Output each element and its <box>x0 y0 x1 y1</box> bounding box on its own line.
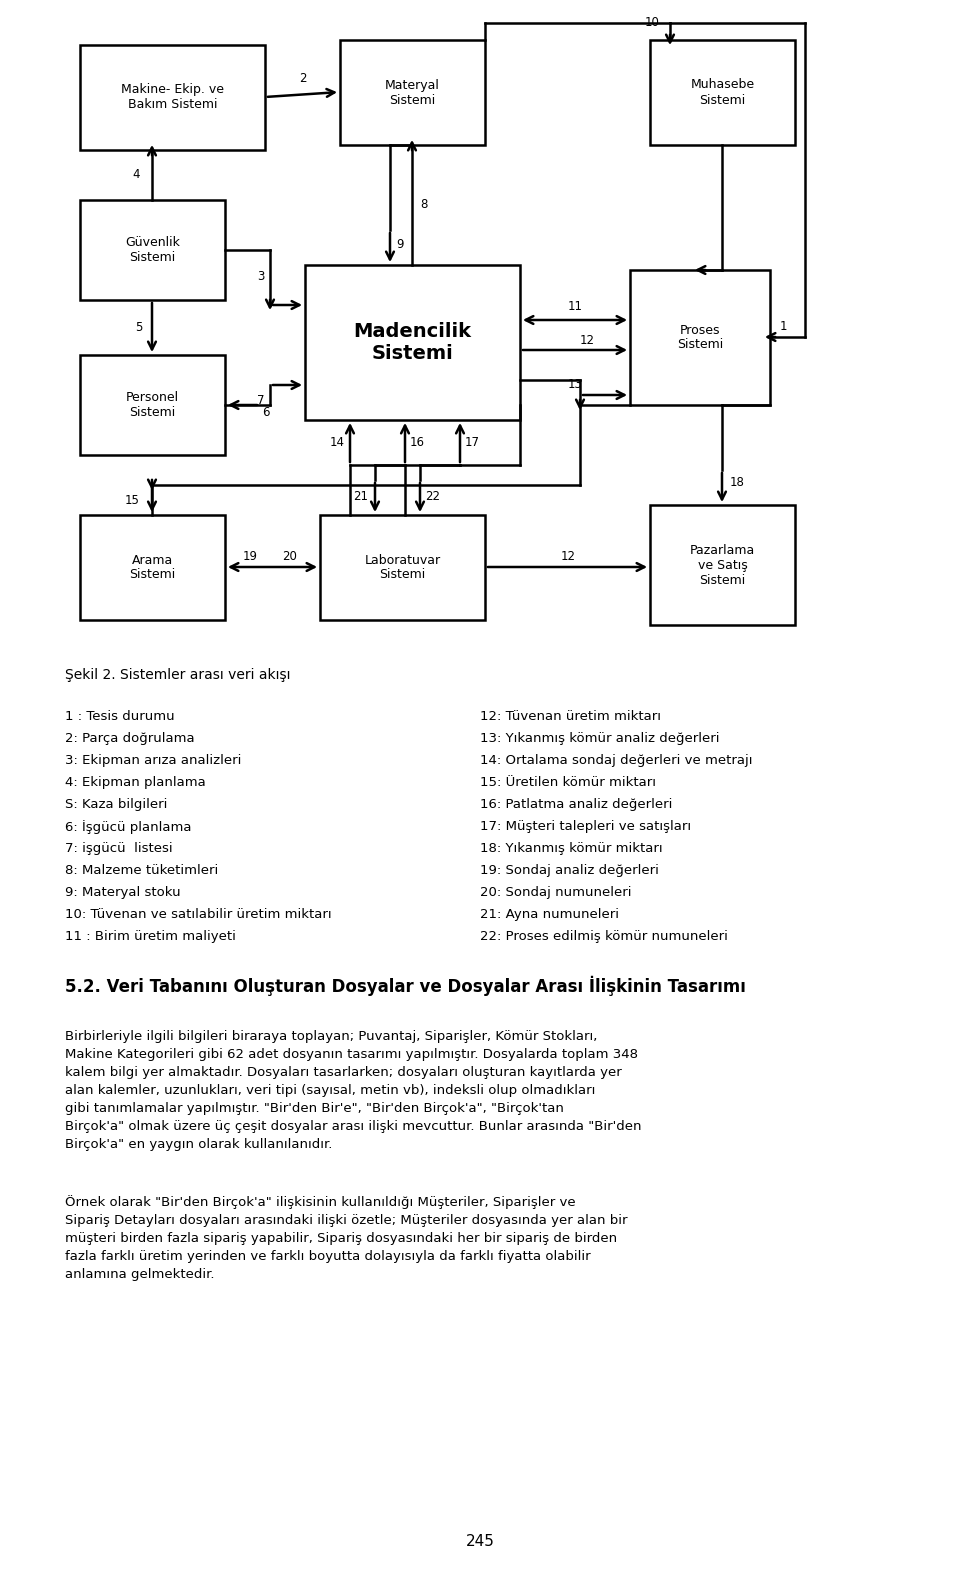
Text: 17: 17 <box>465 436 480 450</box>
Text: 245: 245 <box>466 1535 494 1549</box>
Text: 19: Sondaj analiz değerleri: 19: Sondaj analiz değerleri <box>480 864 659 876</box>
Text: Madencilik
Sistemi: Madencilik Sistemi <box>353 322 471 363</box>
Text: 11: 11 <box>567 300 583 314</box>
Text: 10: 10 <box>645 16 660 30</box>
Text: 7: işgücü  listesi: 7: işgücü listesi <box>65 842 173 854</box>
Text: 20: 20 <box>282 551 298 564</box>
Text: Şekil 2. Sistemler arası veri akışı: Şekil 2. Sistemler arası veri akışı <box>65 668 291 682</box>
Text: S: Kaza bilgileri: S: Kaza bilgileri <box>65 797 167 812</box>
Bar <box>650 505 795 625</box>
Bar <box>650 39 795 145</box>
Text: 9: Materyal stoku: 9: Materyal stoku <box>65 886 180 898</box>
Text: 2: 2 <box>299 73 306 85</box>
Text: Birbirleriyle ilgili bilgileri biraraya toplayan; Puvantaj, Siparişler, Kömür St: Birbirleriyle ilgili bilgileri biraraya … <box>65 1030 641 1151</box>
Bar <box>80 515 225 621</box>
Text: 1: 1 <box>780 321 787 333</box>
Bar <box>80 355 225 455</box>
Text: 3: 3 <box>257 270 265 284</box>
Text: 2: Parça doğrulama: 2: Parça doğrulama <box>65 733 195 745</box>
Text: 6: 6 <box>262 406 270 420</box>
Bar <box>305 265 520 420</box>
Text: 7: 7 <box>257 393 265 406</box>
Text: Örnek olarak "Bir'den Birçok'a" ilişkisinin kullanıldığı Müşteriler, Siparişler : Örnek olarak "Bir'den Birçok'a" ilişkisi… <box>65 1195 628 1281</box>
Text: 5.2. Veri Tabanını Oluşturan Dosyalar ve Dosyalar Arası İlişkinin Tasarımı: 5.2. Veri Tabanını Oluşturan Dosyalar ve… <box>65 976 746 996</box>
Text: Laboratuvar
Sistemi: Laboratuvar Sistemi <box>365 554 441 581</box>
Text: 19: 19 <box>243 551 257 564</box>
Text: 20: Sondaj numuneleri: 20: Sondaj numuneleri <box>480 886 632 898</box>
Text: 4: 4 <box>132 169 140 182</box>
Text: 17: Müşteri talepleri ve satışları: 17: Müşteri talepleri ve satışları <box>480 820 691 834</box>
Text: 21: Ayna numuneleri: 21: Ayna numuneleri <box>480 908 619 921</box>
Text: 8: 8 <box>420 199 427 212</box>
Text: 12: 12 <box>580 333 595 346</box>
Text: 18: Yıkanmış kömür miktarı: 18: Yıkanmış kömür miktarı <box>480 842 662 854</box>
Bar <box>320 515 485 621</box>
Text: 18: 18 <box>730 477 745 489</box>
Text: Makine- Ekip. ve
Bakım Sistemi: Makine- Ekip. ve Bakım Sistemi <box>121 84 224 112</box>
Text: 22: 22 <box>425 491 440 504</box>
Text: 13: Yıkanmış kömür analiz değerleri: 13: Yıkanmış kömür analiz değerleri <box>480 733 719 745</box>
Text: 12: 12 <box>561 551 575 564</box>
Text: 15: 15 <box>125 494 140 507</box>
Bar <box>80 201 225 300</box>
Text: 10: Tüvenan ve satılabilir üretim miktarı: 10: Tüvenan ve satılabilir üretim miktar… <box>65 908 331 921</box>
Text: 21: 21 <box>353 491 368 504</box>
Text: Proses
Sistemi: Proses Sistemi <box>677 324 723 352</box>
Text: 12: Tüvenan üretim miktarı: 12: Tüvenan üretim miktarı <box>480 711 661 723</box>
Text: 16: 16 <box>410 436 425 450</box>
Text: Materyal
Sistemi: Materyal Sistemi <box>385 79 440 106</box>
Bar <box>630 270 770 404</box>
Text: 13: 13 <box>567 379 583 392</box>
Text: Güvenlik
Sistemi: Güvenlik Sistemi <box>125 235 180 264</box>
Text: 1 : Tesis durumu: 1 : Tesis durumu <box>65 711 175 723</box>
Text: Personel
Sistemi: Personel Sistemi <box>126 392 180 418</box>
Text: 11 : Birim üretim maliyeti: 11 : Birim üretim maliyeti <box>65 930 236 943</box>
Text: 22: Proses edilmiş kömür numuneleri: 22: Proses edilmiş kömür numuneleri <box>480 930 728 943</box>
Bar <box>340 39 485 145</box>
Text: 8: Malzeme tüketimleri: 8: Malzeme tüketimleri <box>65 864 218 876</box>
Text: 3: Ekipman arıza analizleri: 3: Ekipman arıza analizleri <box>65 755 241 767</box>
Text: Muhasebe
Sistemi: Muhasebe Sistemi <box>690 79 755 106</box>
Text: 6: İşgücü planlama: 6: İşgücü planlama <box>65 820 191 834</box>
Text: Pazarlama
ve Satış
Sistemi: Pazarlama ve Satış Sistemi <box>690 543 756 586</box>
Text: 4: Ekipman planlama: 4: Ekipman planlama <box>65 775 205 790</box>
Text: 9: 9 <box>396 238 403 251</box>
Text: Arama
Sistemi: Arama Sistemi <box>130 554 176 581</box>
Text: 5: 5 <box>135 321 143 335</box>
Text: 14: 14 <box>330 436 345 450</box>
Text: 15: Üretilen kömür miktarı: 15: Üretilen kömür miktarı <box>480 775 656 790</box>
Text: 14: Ortalama sondaj değerleri ve metrajı: 14: Ortalama sondaj değerleri ve metrajı <box>480 755 753 767</box>
Bar <box>80 44 265 150</box>
Text: 16: Patlatma analiz değerleri: 16: Patlatma analiz değerleri <box>480 797 672 812</box>
